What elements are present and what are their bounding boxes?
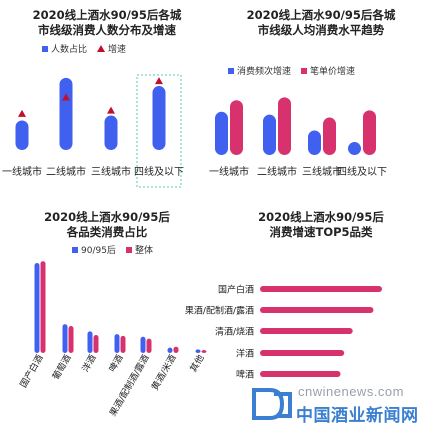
legend-swatch-pink xyxy=(301,67,308,74)
y-tick-label: 国产白酒 xyxy=(218,284,254,296)
watermark-url: cnwinenews.com xyxy=(298,384,404,399)
x-tick-label: 二线城市 xyxy=(46,165,86,178)
x-tick-label: 二线城市 xyxy=(257,165,297,178)
chart-title-line1: 2020线上酒水90/95后各城 xyxy=(246,8,396,22)
bar-9095-share xyxy=(140,336,146,353)
legend-label: 增速 xyxy=(108,45,127,55)
bar-overall-share xyxy=(40,261,46,353)
legend-item: 人数占比 xyxy=(42,42,87,55)
chart-svg-city-population: 一线城市 二线城市 三线城市 四线及以下 xyxy=(2,74,184,188)
bar-frequency-growth xyxy=(215,111,228,155)
x-tick-label: 一线城市 xyxy=(2,165,42,178)
bar-growth xyxy=(260,286,382,292)
highlight-box xyxy=(136,74,182,188)
x-tick-label: 其他 xyxy=(187,353,206,375)
bar-frequency-growth xyxy=(263,114,276,155)
legend: 90/95后 整体 xyxy=(72,243,153,256)
triangle-marker-icon xyxy=(97,45,106,52)
legend: 消费频次增速 笔单价增速 xyxy=(228,64,355,77)
chart-title-line2: 市线级人均消费水平趋势 xyxy=(257,23,385,37)
bar-population-share xyxy=(152,86,166,150)
bar-unit-price-growth xyxy=(363,110,376,155)
x-tick-label: 三线城市 xyxy=(302,165,342,178)
legend-item: 消费频次增速 xyxy=(228,64,291,77)
growth-marker-triangle xyxy=(155,77,163,85)
legend-label: 笔单价增速 xyxy=(310,67,356,77)
legend-label: 消费频次增速 xyxy=(237,67,292,77)
legend-swatch-pink xyxy=(125,246,132,253)
bar-population-share xyxy=(59,77,73,150)
bar-9095-share xyxy=(87,331,93,353)
y-tick-label: 清酒/烧酒 xyxy=(215,326,254,338)
bar-overall-share xyxy=(120,335,126,353)
x-tick-label: 黄酒/米酒 xyxy=(149,353,179,393)
bar-9095-share xyxy=(62,324,68,353)
panel-top5-growth: 2020线上酒水90/95后 消费增速TOP5品类 国产白酒果酒/配制酒/露酒清… xyxy=(185,200,428,390)
x-tick-label: 啤酒 xyxy=(106,353,125,375)
bar-growth xyxy=(260,328,353,334)
panel-category-share: 2020线上酒水90/95后 各品类消费占比 90/95后 整体 国产白酒 葡萄酒… xyxy=(0,200,214,428)
bar-9095-share xyxy=(167,347,173,353)
chart-title-line2: 消费增速TOP5品类 xyxy=(269,225,373,239)
legend-item: 增速 xyxy=(97,42,126,55)
bar-overall-share xyxy=(146,338,152,353)
legend-label: 整体 xyxy=(134,246,153,256)
bar-growth xyxy=(260,371,341,377)
legend-item: 整体 xyxy=(125,243,153,256)
bar-population-share xyxy=(104,115,118,150)
bar-frequency-growth xyxy=(348,142,361,155)
bar-growth xyxy=(260,350,345,356)
x-tick-label: 四线及以下 xyxy=(337,165,387,178)
legend-item: 90/95后 xyxy=(72,243,116,256)
x-tick-label: 一线城市 xyxy=(209,165,249,178)
bar-unit-price-growth xyxy=(230,100,243,155)
x-tick-label: 洋酒 xyxy=(79,353,98,375)
bar-unit-price-growth xyxy=(278,97,291,155)
watermark-site-name: 中国酒业新闻网 xyxy=(296,406,419,425)
chart-title-line1: 2020线上酒水90/95后 xyxy=(258,210,384,224)
legend-label: 人数占比 xyxy=(51,45,88,55)
bar-overall-share xyxy=(93,335,99,353)
legend-swatch-blue xyxy=(42,45,48,52)
growth-marker-triangle xyxy=(62,93,70,101)
chart-title-line1: 2020线上酒水90/95后各城 xyxy=(32,8,182,22)
y-tick-label: 洋酒 xyxy=(236,348,254,360)
x-tick-label: 四线及以下 xyxy=(134,165,184,178)
bar-9095-share xyxy=(195,349,201,353)
chart-title-line2: 市线级消费人数分布及增速 xyxy=(38,23,176,37)
chart-title-line2: 各品类消费占比 xyxy=(66,225,148,239)
bar-overall-share xyxy=(173,346,179,353)
legend-swatch-blue xyxy=(228,67,234,74)
x-tick-label: 国产白酒 xyxy=(17,353,45,390)
legend-swatch-blue xyxy=(72,246,78,253)
chart-title-line1: 2020线上酒水90/95后 xyxy=(44,210,170,224)
bar-growth xyxy=(260,307,374,313)
bar-overall-share xyxy=(201,350,207,353)
bar-unit-price-growth xyxy=(323,117,336,155)
bar-9095-share xyxy=(114,334,120,353)
bar-overall-share xyxy=(68,326,74,353)
panel-city-population: 2020线上酒水90/95后各城 市线级消费人数分布及增速 人数占比 增速 一线… xyxy=(0,0,214,190)
x-tick-label: 三线城市 xyxy=(91,165,131,178)
legend-item: 笔单价增速 xyxy=(301,64,355,77)
bar-frequency-growth xyxy=(308,130,321,155)
growth-marker-triangle xyxy=(107,106,115,114)
legend-label: 90/95后 xyxy=(81,246,116,256)
y-tick-label: 啤酒 xyxy=(236,369,254,381)
y-tick-label: 果酒/配制酒/露酒 xyxy=(185,305,254,317)
site-logo-icon xyxy=(252,388,292,420)
x-tick-label: 葡萄酒 xyxy=(50,353,74,382)
bar-9095-share xyxy=(34,263,40,353)
bar-population-share xyxy=(15,120,29,150)
legend: 人数占比 增速 xyxy=(42,42,126,55)
panel-city-spending: 2020线上酒水90/95后各城 市线级人均消费水平趋势 消费频次增速 笔单价增… xyxy=(209,0,428,190)
growth-marker-triangle xyxy=(18,109,26,117)
